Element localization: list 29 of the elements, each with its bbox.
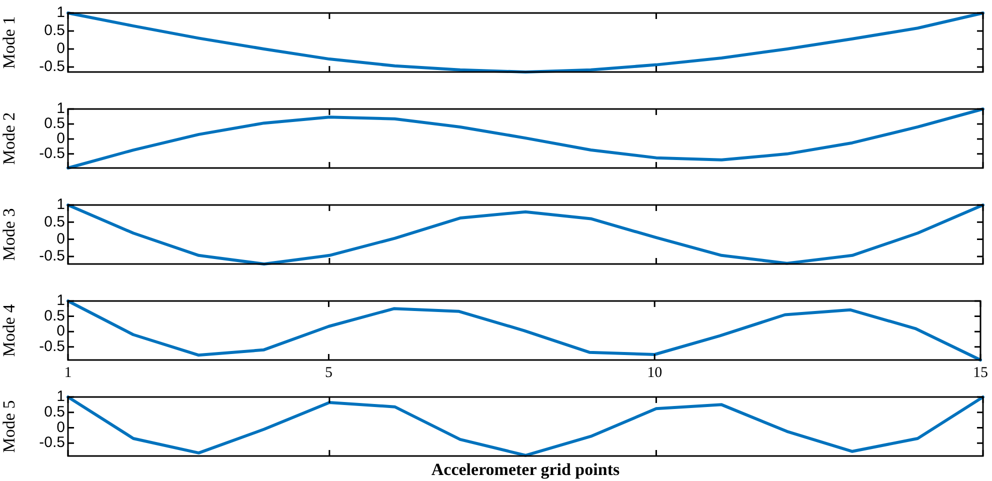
y-tick-label: -0.5 — [39, 434, 65, 452]
y-tick-label: 0.5 — [44, 213, 65, 230]
y-tick-label: 0 — [56, 40, 65, 58]
x-axis-title: Accelerometer grid points — [431, 460, 620, 480]
y-tick-label: -0.5 — [39, 58, 65, 76]
y-tick-label: 0 — [56, 130, 65, 148]
x-tick-label: 15 — [973, 364, 988, 381]
y-tick-label: 1 — [56, 4, 65, 22]
y-tick-label: 0.5 — [44, 404, 65, 421]
y-tick-label: 1 — [56, 196, 65, 214]
y-tick-label: 0 — [56, 418, 65, 436]
y-tick-label: 1 — [56, 292, 65, 310]
y-axis-title: Mode 4 — [0, 304, 19, 357]
y-tick-label: 1 — [56, 388, 65, 406]
x-tick-label: 10 — [647, 364, 662, 381]
y-axis-title: Mode 3 — [0, 208, 19, 261]
y-tick-label: 0.5 — [44, 115, 65, 132]
y-tick-label: 0.5 — [44, 22, 65, 40]
y-axis-title: Mode 2 — [0, 112, 19, 165]
y-tick-label: 0.5 — [44, 307, 65, 324]
y-tick-label: -0.5 — [39, 145, 65, 162]
y-tick-label: 0 — [56, 230, 65, 248]
y-tick-label: -0.5 — [39, 338, 65, 355]
y-axis-title: Mode 1 — [0, 16, 19, 69]
y-tick-label: 0 — [56, 322, 65, 340]
x-tick-label: 5 — [324, 364, 332, 381]
y-tick-label: 1 — [56, 100, 65, 118]
y-axis-title: Mode 5 — [0, 400, 19, 453]
y-tick-label: -0.5 — [39, 248, 65, 265]
